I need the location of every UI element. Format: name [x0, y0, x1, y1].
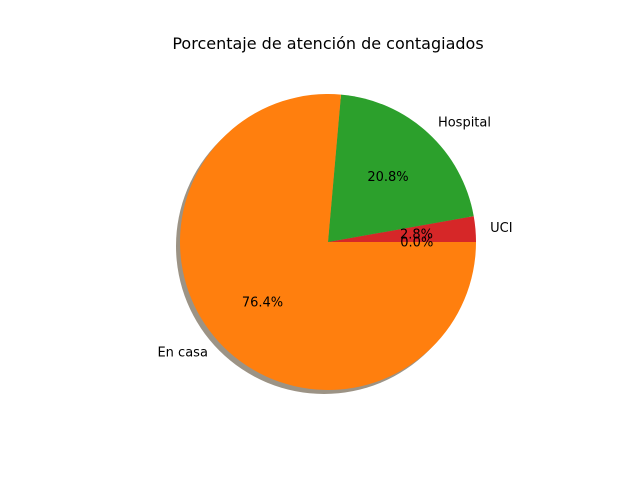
pct-label-hospital: 20.8%	[367, 170, 408, 185]
slice-label-en-casa: En casa	[157, 345, 207, 360]
pct-label-en-casa: 76.4%	[242, 295, 283, 310]
slice-label-hospital: Hospital	[438, 115, 491, 130]
slice-label-uci: UCI	[490, 221, 512, 236]
chart-title: Porcentaje de atención de contagiados	[172, 34, 483, 53]
pct-label-uci: 2.8%	[400, 228, 433, 243]
